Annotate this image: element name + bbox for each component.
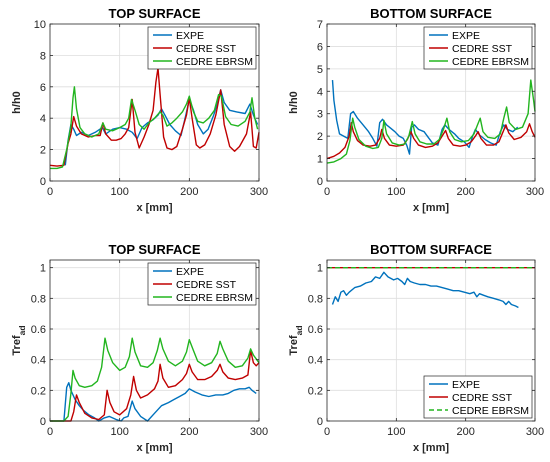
y-tick-label: 0.2 (31, 385, 46, 397)
x-tick-label: 0 (324, 186, 330, 198)
x-axis-label: x [mm] (413, 202, 449, 214)
legend-label: EXPE (452, 379, 480, 391)
legend-label: CEDRE SST (176, 279, 237, 291)
x-tick-label: 200 (180, 186, 198, 198)
series-line-cedre-ebrsm (50, 337, 260, 422)
y-tick-label: 0.2 (308, 385, 323, 397)
y-tick-label: 0 (317, 416, 323, 428)
x-tick-label: 100 (387, 186, 405, 198)
chart-panel: 0 100 200 300 0 1 2 3 4 5 6 7 BOTTOM SURFACE x [mm] h/… (288, 6, 544, 214)
y-tick-label: 2 (317, 131, 323, 143)
series-line-cedre-sst (50, 349, 260, 422)
axes-box (326, 259, 536, 422)
y-tick-label: 0 (317, 176, 323, 188)
y-tick-label: 6 (40, 82, 46, 94)
x-tick-label: 200 (456, 186, 474, 198)
y-tick-label: 0.4 (308, 355, 323, 367)
legend-label: CEDRE SST (176, 43, 237, 55)
x-tick-label: 300 (526, 426, 544, 438)
y-tick-label: 8 (40, 50, 46, 62)
y-tick-label: 0.4 (31, 355, 46, 367)
legend-label: CEDRE EBRSM (176, 56, 253, 68)
y-tick-label: 1 (317, 263, 323, 275)
axes-box (326, 23, 536, 182)
x-tick-label: 0 (47, 426, 53, 438)
y-tick-label: 7 (317, 19, 323, 31)
legend-label: EXPE (176, 266, 204, 278)
y-tick-label: 0.6 (308, 324, 323, 336)
x-tick-label: 0 (47, 186, 53, 198)
x-tick-label: 300 (526, 186, 544, 198)
legend-label: CEDRE SST (452, 43, 513, 55)
y-tick-label: 1 (40, 263, 46, 275)
x-axis-label: x [mm] (413, 442, 449, 454)
axes-box (49, 23, 260, 182)
y-axis-label-subscript: ad (17, 325, 27, 335)
legend-label: EXPE (176, 30, 204, 42)
y-tick-label: 6 (317, 41, 323, 53)
chart-panel: 0 100 200 300 0 0.2 0.4 0.6 0.8 1 BOTTOM SURFACE x … (288, 242, 544, 454)
x-tick-label: 200 (456, 426, 474, 438)
x-axis-label: x [mm] (136, 442, 172, 454)
y-tick-label: 3 (317, 109, 323, 121)
legend-label: CEDRE EBRSM (176, 292, 253, 304)
series-line-cedre-ebrsm (326, 79, 536, 164)
x-tick-label: 0 (324, 426, 330, 438)
series-line-expe (331, 80, 519, 155)
y-tick-label: 5 (317, 64, 323, 76)
chart-title: BOTTOM SURFACE (370, 242, 492, 257)
series-line-cedre-sst (326, 122, 536, 160)
chart-title: TOP SURFACE (109, 6, 201, 21)
y-tick-label: 0.8 (31, 293, 46, 305)
series-line-cedre-ebrsm (50, 86, 259, 170)
y-tick-label: 0.8 (308, 293, 323, 305)
y-tick-label: 0 (40, 416, 46, 428)
y-axis-label-subscript: ad (294, 325, 304, 335)
y-tick-label: 4 (317, 86, 323, 98)
series-line-expe (331, 271, 519, 309)
y-tick-label: 0 (40, 176, 46, 188)
y-tick-label: 0.6 (31, 324, 46, 336)
chart-title: TOP SURFACE (109, 242, 201, 257)
legend-label: CEDRE EBRSM (452, 405, 529, 417)
legend-label: CEDRE SST (452, 392, 513, 404)
series-line-expe (64, 89, 259, 166)
y-axis-label: h/h0 (11, 91, 23, 114)
y-axis-label: Trefad (11, 325, 27, 355)
chart-panel: 0 100 200 300 0 2 4 6 8 10 TOP SURFACE x [mm] h/h0 EX… (11, 6, 268, 214)
y-tick-label: 2 (40, 145, 46, 157)
chart-title: BOTTOM SURFACE (370, 6, 492, 21)
series-line-cedre-sst (49, 67, 260, 167)
x-tick-label: 300 (250, 186, 268, 198)
x-tick-label: 100 (110, 426, 128, 438)
x-tick-label: 100 (387, 426, 405, 438)
x-tick-label: 200 (180, 426, 198, 438)
y-tick-label: 1 (317, 154, 323, 166)
x-axis-label: x [mm] (136, 202, 172, 214)
chart-panel: 0 100 200 300 0 0.2 0.4 0.6 0.8 1 TOP SURFACE x [mm… (11, 242, 268, 454)
x-tick-label: 100 (110, 186, 128, 198)
x-tick-label: 300 (250, 426, 268, 438)
y-axis-label: Trefad (288, 325, 304, 355)
legend-label: EXPE (452, 30, 480, 42)
y-tick-label: 10 (34, 19, 46, 31)
axes-box (49, 259, 260, 422)
legend-label: CEDRE EBRSM (452, 56, 529, 68)
y-axis-label: h/h0 (288, 91, 300, 114)
y-tick-label: 4 (40, 113, 46, 125)
